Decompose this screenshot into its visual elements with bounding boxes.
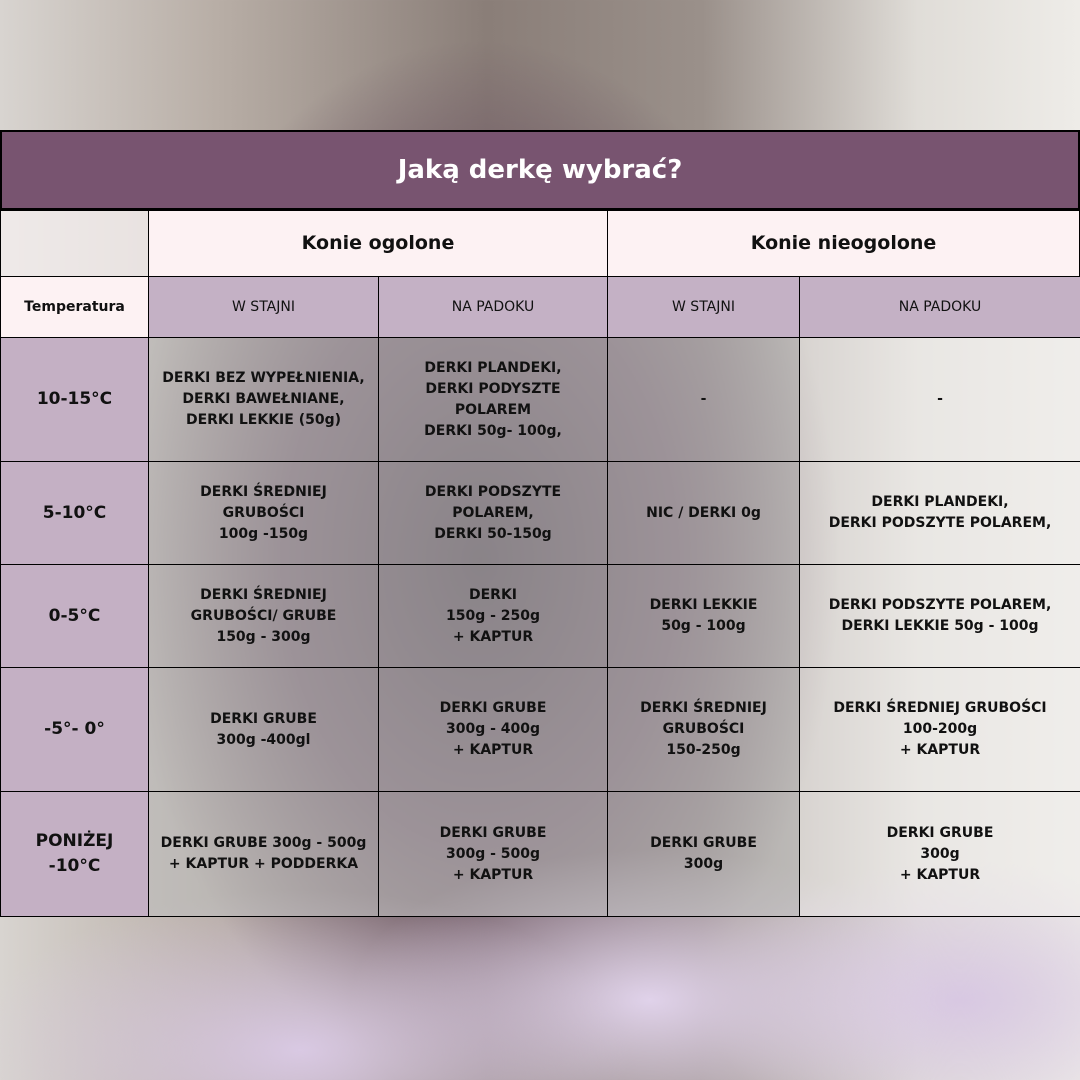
group-header-unclipped: Konie nieogolone (607, 210, 1080, 277)
temperature-cell: 5-10°C (0, 461, 149, 565)
temperature-cell: PONIŻEJ -10°C (0, 791, 149, 917)
paddock-header: NA PADOKU (799, 276, 1080, 338)
recommendation-cell: DERKI GRUBE 300g + KAPTUR (799, 791, 1080, 917)
recommendation-cell: DERKI ŚREDNIEJ GRUBOŚCI 100g -150g (148, 461, 379, 565)
temperature-header: Temperatura (0, 276, 149, 338)
recommendation-cell: DERKI PLANDEKI, DERKI PODSZYTE POLAREM, (799, 461, 1080, 565)
recommendation-cell: - (607, 337, 800, 462)
recommendation-cell: DERKI BEZ WYPEŁNIENIA, DERKI BAWEŁNIANE,… (148, 337, 379, 462)
recommendation-cell: DERKI GRUBE 300g - 400g + KAPTUR (378, 667, 608, 792)
recommendation-cell: DERKI GRUBE 300g -400gl (148, 667, 379, 792)
recommendation-cell: DERKI PODSZYTE POLAREM, DERKI LEKKIE 50g… (799, 564, 1080, 668)
temperature-cell: -5°- 0° (0, 667, 149, 792)
stable-header: W STAJNI (607, 276, 800, 338)
recommendation-cell: NIC / DERKI 0g (607, 461, 800, 565)
recommendation-cell: DERKI 150g - 250g + KAPTUR (378, 564, 608, 668)
empty-corner-cell (0, 210, 149, 277)
blanket-guide-table: Jaką derkę wybrać? Konie ogolone Konie n… (0, 130, 1080, 917)
recommendation-cell: DERKI GRUBE 300g (607, 791, 800, 917)
paddock-header: NA PADOKU (378, 276, 608, 338)
recommendation-cell: - (799, 337, 1080, 462)
recommendation-cell: DERKI ŚREDNIEJ GRUBOŚCI 100-200g + KAPTU… (799, 667, 1080, 792)
recommendation-cell: DERKI GRUBE 300g - 500g + KAPTUR (378, 791, 608, 917)
recommendation-cell: DERKI ŚREDNIEJ GRUBOŚCI/ GRUBE 150g - 30… (148, 564, 379, 668)
temperature-cell: 0-5°C (0, 564, 149, 668)
recommendation-cell: DERKI PODSZYTE POLAREM, DERKI 50-150g (378, 461, 608, 565)
table-title: Jaką derkę wybrać? (0, 130, 1080, 210)
recommendation-cell: DERKI GRUBE 300g - 500g + KAPTUR + PODDE… (148, 791, 379, 917)
recommendation-cell: DERKI LEKKIE 50g - 100g (607, 564, 800, 668)
recommendation-cell: DERKI PLANDEKI, DERKI PODYSZTE POLAREM D… (378, 337, 608, 462)
recommendation-cell: DERKI ŚREDNIEJ GRUBOŚCI 150-250g (607, 667, 800, 792)
stable-header: W STAJNI (148, 276, 379, 338)
temperature-cell: 10-15°C (0, 337, 149, 462)
group-header-clipped: Konie ogolone (148, 210, 608, 277)
